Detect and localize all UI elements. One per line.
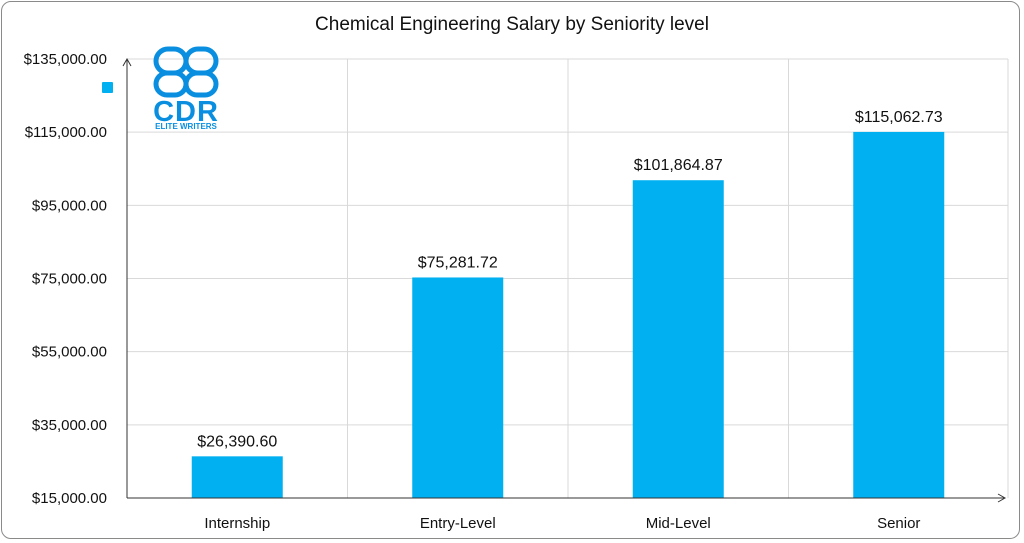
data-label: $101,864.87 <box>634 157 723 174</box>
y-tick-label: $35,000.00 <box>32 417 107 434</box>
category-label: Entry-Level <box>420 515 496 532</box>
category-label: Mid-Level <box>646 515 711 532</box>
y-tick-label: $15,000.00 <box>32 490 107 507</box>
category-label: Senior <box>877 515 920 532</box>
axes <box>122 57 1007 503</box>
bar-entry-level <box>412 277 504 498</box>
bars <box>191 131 945 498</box>
x-axis-tick-labels: Internship Entry-Level Mid-Level Senior <box>204 515 920 532</box>
data-label: $75,281.72 <box>418 254 498 271</box>
bar-mid-level <box>632 180 724 498</box>
x-axis-arrow-icon <box>997 493 1007 503</box>
category-label: Internship <box>204 515 270 532</box>
logo-text: CDR <box>153 96 219 128</box>
data-labels: $26,390.60 $75,281.72 $101,864.87 $115,062.… <box>197 109 943 450</box>
y-tick-label: $95,000.00 <box>32 197 107 214</box>
legend-swatch <box>102 82 113 93</box>
y-tick-label: $75,000.00 <box>32 271 107 288</box>
bar-internship <box>191 456 283 498</box>
cdr-knot-icon <box>153 46 219 98</box>
cdr-logo: CDR ELITE WRITERS <box>153 46 219 131</box>
chart-title: Chemical Engineering Salary by Seniority… <box>315 14 709 35</box>
y-tick-label: $55,000.00 <box>32 344 107 361</box>
data-label: $115,062.73 <box>855 109 943 126</box>
data-label: $26,390.60 <box>197 433 277 450</box>
logo-subtext: ELITE WRITERS <box>155 122 217 131</box>
y-axis-arrow-icon <box>122 57 132 67</box>
y-tick-label: $135,000.00 <box>24 51 107 68</box>
y-axis-tick-labels: $15,000.00 $35,000.00 $55,000.00 $75,000.00… <box>24 51 107 507</box>
bar-senior <box>853 131 945 498</box>
y-tick-label: $115,000.00 <box>25 124 107 141</box>
